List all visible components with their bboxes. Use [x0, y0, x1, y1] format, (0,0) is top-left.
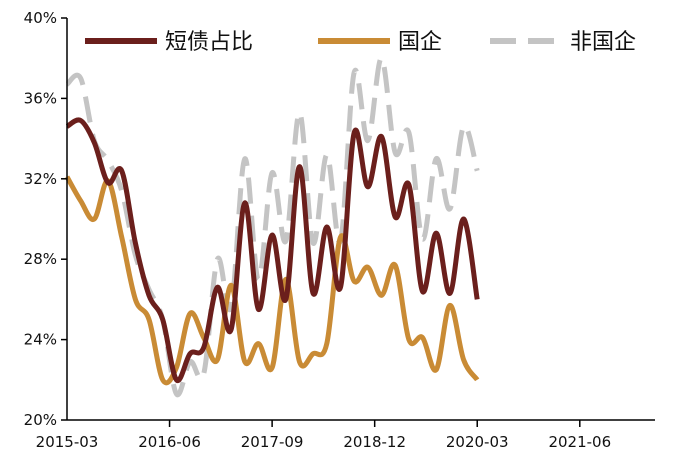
x-axis-ticks: 2015-03 2016-06 2017-09 2018-12 2020-03 2021-…	[36, 420, 611, 451]
x-tick-label: 2016-06	[138, 433, 201, 451]
x-tick-label: 2020-03	[446, 433, 509, 451]
axes	[66, 18, 655, 421]
legend: 短债占比 国企 非国企	[85, 30, 636, 55]
y-tick-label: 36%	[24, 89, 57, 107]
y-tick-label: 24%	[24, 331, 57, 349]
x-tick-label: 2017-09	[241, 433, 304, 451]
y-tick-label: 40%	[24, 9, 57, 27]
legend-label: 国企	[398, 30, 442, 55]
series-line-1	[65, 117, 480, 384]
series-lines	[64, 55, 480, 398]
x-tick-label: 2021-06	[548, 433, 611, 451]
y-axis-ticks: 20% 24% 28% 32% 36% 40%	[24, 9, 67, 429]
y-tick-label: 32%	[24, 170, 57, 188]
legend-label: 非国企	[570, 30, 636, 55]
x-tick-label: 2018-12	[343, 433, 406, 451]
legend-label: 短债占比	[165, 30, 253, 55]
x-tick-label: 2015-03	[36, 433, 99, 451]
y-tick-label: 28%	[24, 250, 57, 268]
y-tick-label: 20%	[24, 411, 57, 429]
series-line-2	[64, 175, 480, 386]
